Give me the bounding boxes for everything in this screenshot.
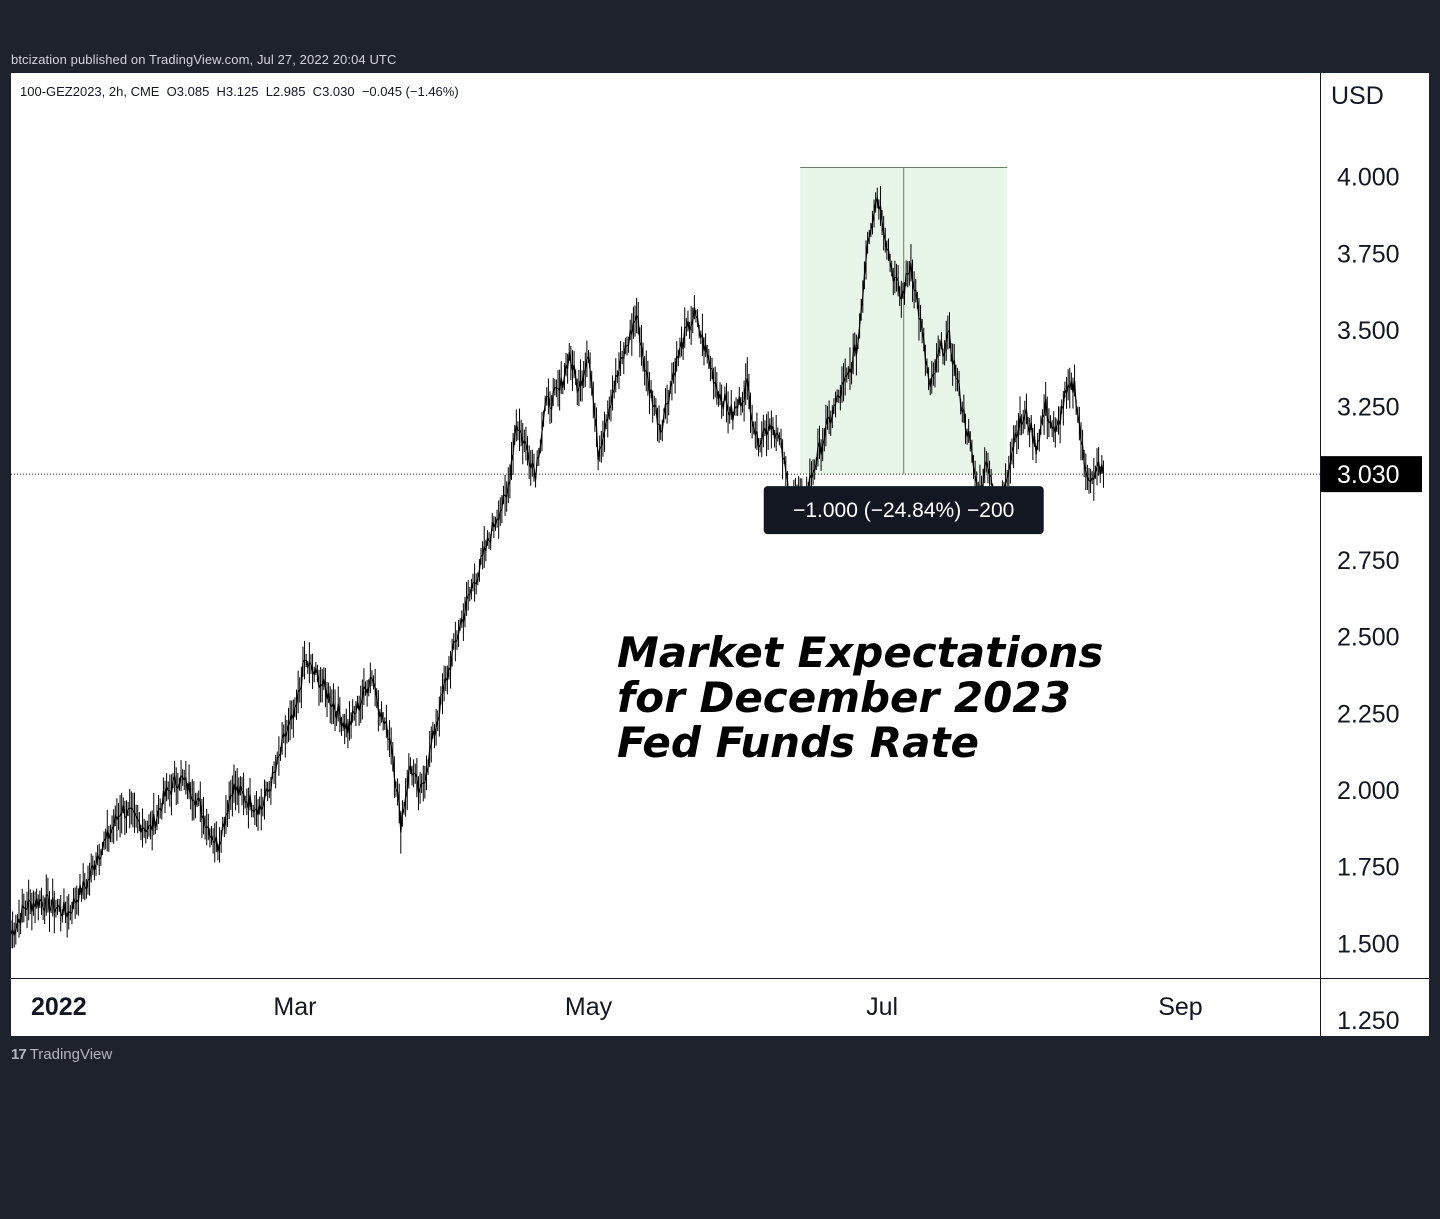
annotation-line-2: for December 2023 — [617, 673, 1071, 722]
price-chart[interactable]: −1.000 (−24.84%) −200 100-GEZ2023, 2h, C… — [11, 73, 1429, 1036]
tradingview-logo[interactable]: 17 TradingView — [11, 1046, 112, 1063]
tradingview-logo-text: TradingView — [29, 1046, 113, 1063]
y-tick-label: 2.000 — [1337, 777, 1400, 805]
x-tick-label: 2022 — [31, 993, 87, 1021]
x-tick-label: Sep — [1158, 993, 1202, 1021]
y-tick-label: 3.500 — [1337, 317, 1400, 345]
y-tick-label: 3.250 — [1337, 394, 1400, 422]
y-tick-label: 1.250 — [1337, 1007, 1400, 1035]
measure-tooltip-text: −1.000 (−24.84%) −200 — [793, 499, 1014, 522]
publish-info: btcization published on TradingView.com,… — [11, 52, 397, 67]
price-scale[interactable] — [1320, 73, 1429, 1036]
y-tick-label: 2.500 — [1337, 624, 1400, 652]
annotation-line-1: Market Expectations — [617, 628, 1103, 677]
tradingview-icon: 17 — [11, 1046, 27, 1063]
y-tick-label: 3.750 — [1337, 240, 1400, 268]
y-tick-label: 4.000 — [1337, 164, 1400, 192]
y-tick-label: 2.750 — [1337, 547, 1400, 575]
measure-tooltip — [763, 486, 1044, 535]
price-line — [11, 195, 1104, 938]
currency-label: USD — [1331, 82, 1384, 110]
x-tick-label: Jul — [866, 993, 898, 1021]
x-tick-label: Mar — [273, 993, 316, 1021]
time-scale[interactable] — [11, 979, 1320, 1036]
y-tick-label: 1.750 — [1337, 854, 1400, 882]
annotation-line-3: Fed Funds Rate — [617, 718, 979, 767]
y-tick-label: 2.250 — [1337, 700, 1400, 728]
last-price-badge-bg — [1321, 456, 1422, 493]
last-price-label: 3.030 — [1337, 461, 1400, 489]
symbol-info: 100-GEZ2023, 2h, CME O3.085 H3.125 L2.98… — [20, 84, 459, 99]
y-tick-label: 1.500 — [1337, 930, 1400, 958]
x-tick-label: May — [565, 993, 613, 1021]
chart-panel[interactable]: −1.000 (−24.84%) −200 100-GEZ2023, 2h, C… — [11, 73, 1429, 1036]
